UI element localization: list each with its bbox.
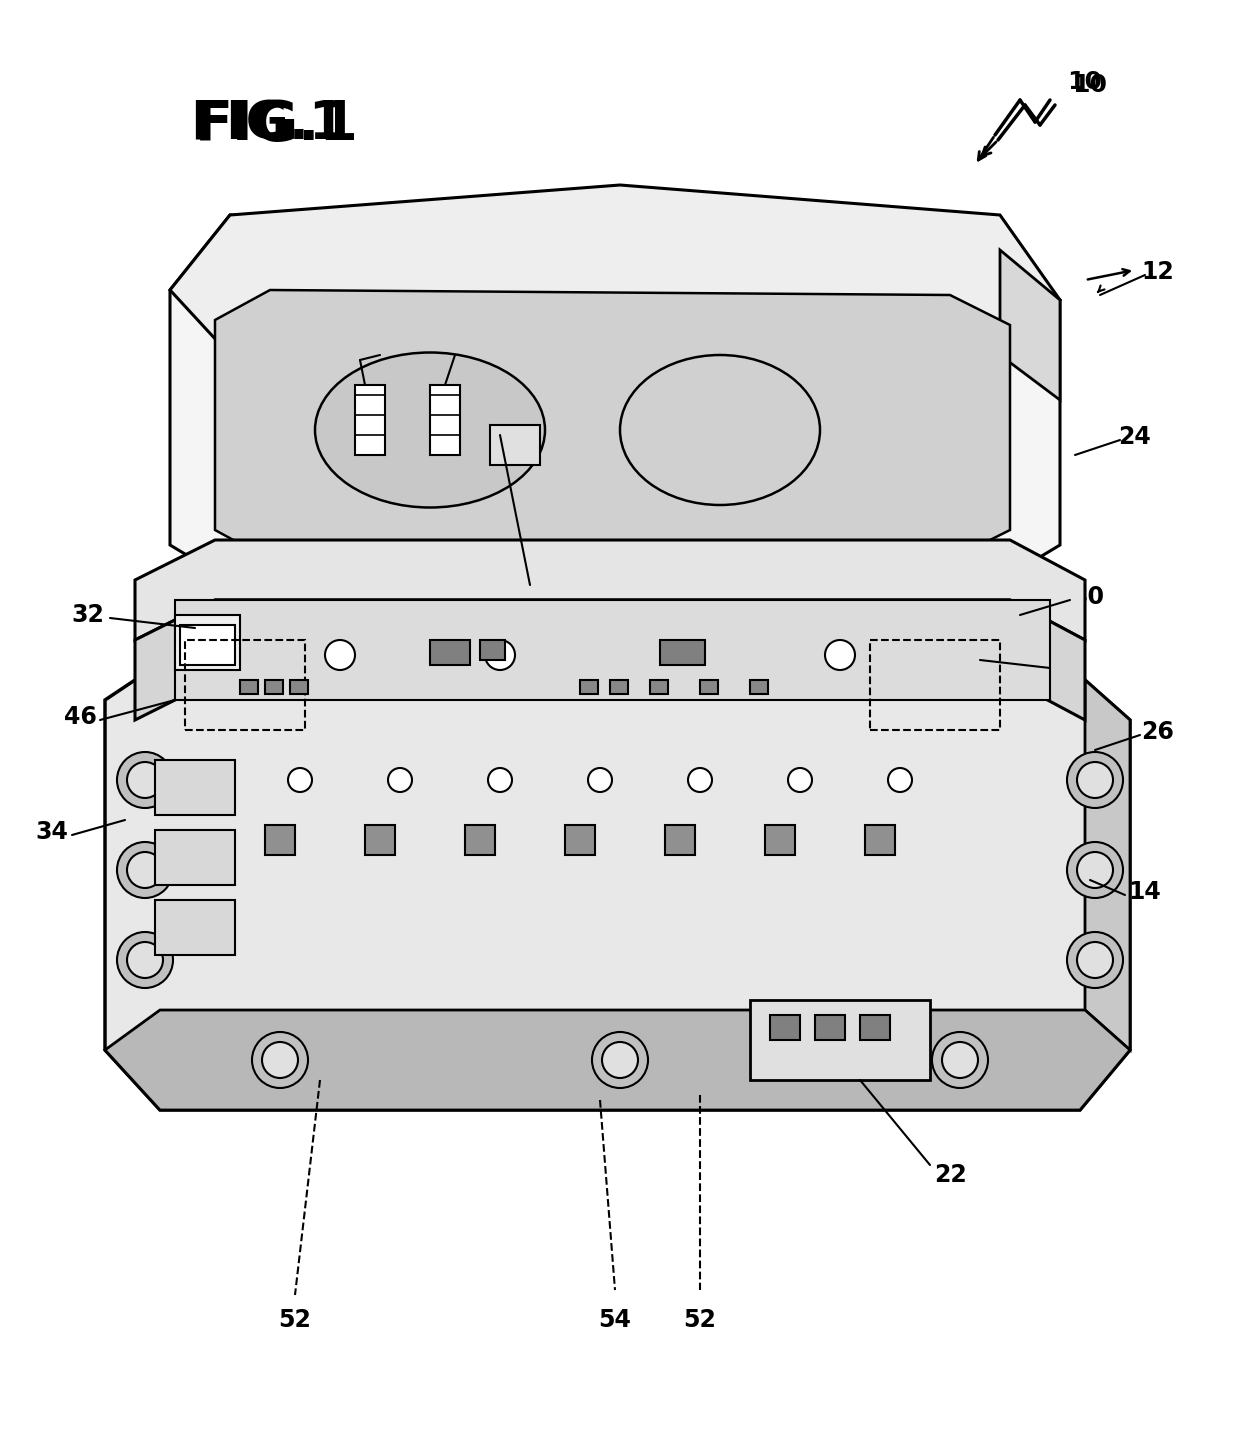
Text: 10: 10: [1073, 74, 1107, 97]
Circle shape: [1078, 942, 1114, 978]
Bar: [155, 829, 236, 884]
Bar: [355, 384, 384, 455]
Circle shape: [932, 1032, 988, 1088]
Text: 26: 26: [1142, 720, 1174, 744]
Text: 44: 44: [523, 582, 557, 607]
Circle shape: [252, 1032, 308, 1088]
Bar: [580, 681, 598, 694]
Circle shape: [288, 767, 312, 792]
Bar: [750, 681, 768, 694]
Ellipse shape: [315, 353, 546, 507]
Text: 42: 42: [1052, 653, 1084, 678]
Text: 10: 10: [1068, 69, 1102, 94]
Text: 22: 22: [934, 1163, 966, 1186]
Bar: [175, 616, 241, 670]
Circle shape: [117, 751, 174, 808]
Bar: [660, 640, 706, 665]
Bar: [665, 825, 694, 855]
Text: 12: 12: [1142, 260, 1174, 285]
Bar: [765, 825, 795, 855]
Bar: [870, 640, 999, 730]
Polygon shape: [175, 600, 1050, 699]
Circle shape: [601, 1042, 639, 1078]
Text: 34: 34: [36, 819, 68, 844]
Bar: [430, 384, 460, 455]
Polygon shape: [170, 185, 1060, 376]
Circle shape: [489, 767, 512, 792]
Text: 52: 52: [279, 1308, 311, 1332]
Circle shape: [1078, 762, 1114, 798]
Circle shape: [588, 767, 613, 792]
Polygon shape: [999, 250, 1060, 400]
Circle shape: [1066, 842, 1123, 897]
Circle shape: [388, 767, 412, 792]
Bar: [155, 760, 236, 815]
Text: 24: 24: [1118, 425, 1152, 449]
Ellipse shape: [620, 355, 820, 504]
Bar: [465, 825, 495, 855]
Bar: [155, 900, 236, 955]
Bar: [241, 681, 258, 694]
Bar: [185, 640, 305, 730]
Circle shape: [117, 932, 174, 988]
Bar: [365, 825, 396, 855]
Text: 32: 32: [72, 603, 104, 627]
Bar: [610, 681, 627, 694]
Text: 2: 2: [739, 526, 760, 555]
Polygon shape: [1085, 681, 1130, 1051]
Circle shape: [942, 1042, 978, 1078]
Circle shape: [126, 762, 162, 798]
Bar: [650, 681, 668, 694]
Polygon shape: [215, 290, 1011, 561]
Circle shape: [1066, 751, 1123, 808]
Bar: [430, 640, 470, 665]
Text: 18: 18: [353, 332, 387, 357]
Bar: [701, 681, 718, 694]
Bar: [770, 1014, 800, 1040]
Circle shape: [688, 767, 712, 792]
Circle shape: [1078, 853, 1114, 889]
Circle shape: [485, 640, 515, 670]
Bar: [750, 1000, 930, 1079]
Text: 14: 14: [1128, 880, 1162, 905]
Bar: [265, 825, 295, 855]
Text: FIG.1: FIG.1: [195, 98, 358, 152]
Text: 30: 30: [1071, 585, 1105, 608]
Circle shape: [325, 640, 355, 670]
Circle shape: [787, 767, 812, 792]
Bar: [866, 825, 895, 855]
Text: 46: 46: [63, 705, 97, 728]
Text: 52: 52: [683, 1308, 717, 1332]
Polygon shape: [105, 681, 1130, 1110]
Circle shape: [825, 640, 856, 670]
Circle shape: [1066, 932, 1123, 988]
Bar: [480, 640, 505, 660]
Text: 54: 54: [599, 1308, 631, 1332]
Circle shape: [888, 767, 911, 792]
Bar: [265, 681, 283, 694]
Text: 16: 16: [451, 337, 485, 360]
Polygon shape: [135, 540, 1085, 640]
Circle shape: [126, 853, 162, 889]
Circle shape: [262, 1042, 298, 1078]
Bar: [861, 1014, 890, 1040]
Text: FIG.1: FIG.1: [190, 100, 346, 150]
Circle shape: [591, 1032, 649, 1088]
Polygon shape: [170, 215, 1060, 590]
Bar: [565, 825, 595, 855]
Polygon shape: [105, 1010, 1130, 1110]
Bar: [180, 626, 236, 665]
Text: 2: 2: [775, 526, 796, 555]
Polygon shape: [135, 600, 1085, 720]
Circle shape: [117, 842, 174, 897]
Bar: [815, 1014, 844, 1040]
Bar: [290, 681, 308, 694]
Circle shape: [126, 942, 162, 978]
Bar: [490, 425, 539, 465]
